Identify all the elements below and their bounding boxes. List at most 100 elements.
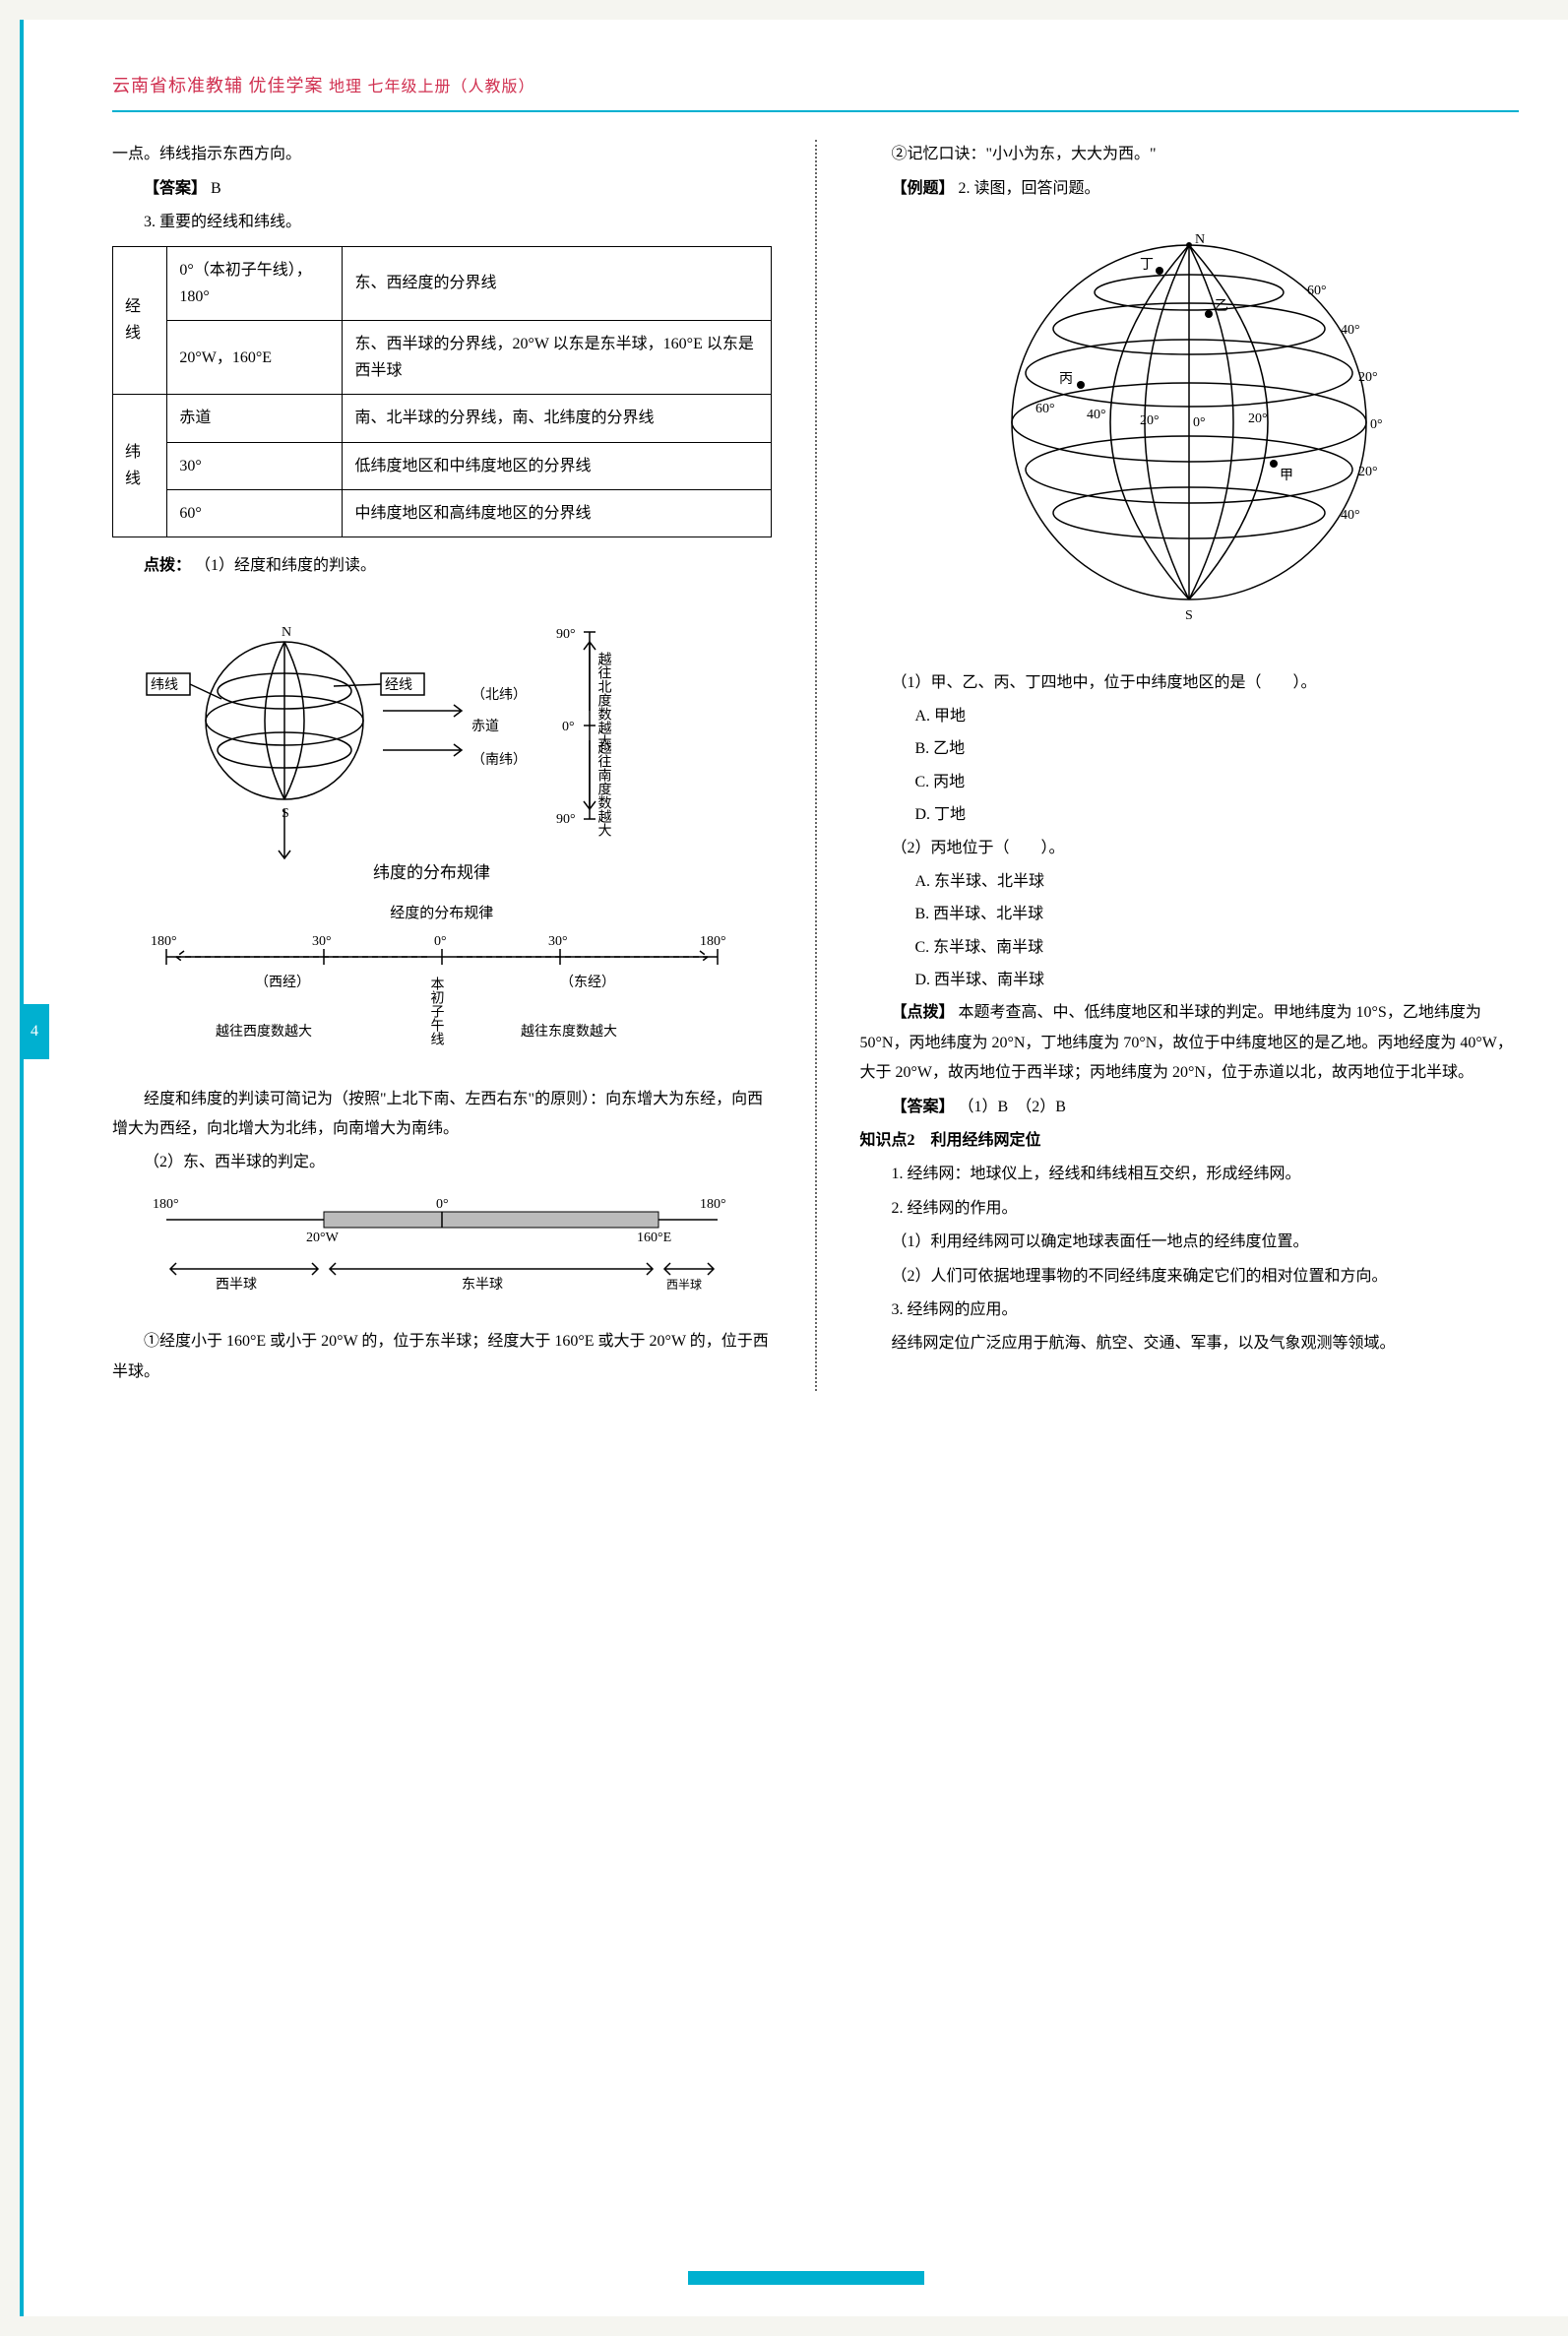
- pt-bing: 丙: [1059, 372, 1073, 387]
- q1-options: A. 甲地 B. 乙地 C. 丙地 D. 丁地: [915, 702, 1520, 831]
- t1: 30°: [312, 934, 332, 949]
- answer-label-r: 【答案】: [892, 1099, 955, 1115]
- lon20e: 20°: [1248, 411, 1268, 426]
- two-columns: 一点。纬线指示东西方向。 【答案】 B 3. 重要的经线和纬线。 经线 0°（本…: [112, 140, 1519, 1391]
- v90b: 90°: [556, 812, 576, 827]
- h-l: 180°: [153, 1197, 179, 1212]
- dianbo-label: 点拨：: [144, 557, 191, 574]
- q1: （1）甲、乙、丙、丁四地中，位于中纬度地区的是（ ）。: [860, 668, 1520, 698]
- lon60: 60°: [1035, 402, 1055, 416]
- wh-lbl: 西半球: [216, 1277, 257, 1293]
- cell: 赤道: [167, 395, 343, 442]
- cell: 60°: [167, 489, 343, 537]
- lat20s: 20°: [1358, 465, 1378, 479]
- h-0: 0°: [436, 1197, 449, 1212]
- h-w20: 20°W: [306, 1231, 340, 1245]
- S-label: S: [282, 806, 289, 821]
- globe-diagram: N S 60° 40° 20° 0° 20° 40° 60° 40° 20° 0…: [860, 216, 1520, 650]
- pt-jia: 甲: [1280, 469, 1293, 483]
- cap2: 纬度的分布规律: [373, 863, 490, 882]
- kp-2-1: （1）利用经纬网可以确定地球表面任一地点的经纬度位置。: [860, 1228, 1520, 1257]
- dianbo-1: （1）经度和纬度的判读。: [195, 557, 376, 574]
- west-rule: 越往西度数越大: [216, 1024, 312, 1040]
- page: 4 云南省标准教辅 优佳学案 地理 七年级上册（人教版） 一点。纬线指示东西方向…: [20, 20, 1568, 2316]
- latlon-svg: N S 纬线 经线 （北纬） 赤道 （南纬）: [127, 593, 757, 888]
- page-header: 云南省标准教辅 优佳学案 地理 七年级上册（人教版）: [112, 69, 1519, 112]
- hemi-svg: 180° 180° 20°W 0° 160°E 西半球 东半球 西半球: [127, 1190, 757, 1298]
- footer-bar: [688, 2271, 924, 2285]
- equator-label: 赤道: [471, 719, 499, 734]
- rule-1: ①经度小于 160°E 或小于 20°W 的，位于东半球；经度大于 160°E …: [112, 1327, 772, 1387]
- kp-3-text: 经纬网定位广泛应用于航海、航空、交通、军事，以及气象观测等领域。: [860, 1329, 1520, 1358]
- q2-D: D. 西半球、南半球: [915, 966, 1520, 995]
- lat40: 40°: [1341, 323, 1360, 338]
- pm-lbl: 本初子午线: [428, 977, 444, 1045]
- cell: 30°: [167, 442, 343, 489]
- lat60: 60°: [1307, 284, 1327, 298]
- pt-yi: 乙: [1215, 298, 1228, 314]
- right-column: ②记忆口诀："小小为东，大大为西。" 【例题】 2. 读图，回答问题。: [860, 140, 1520, 1391]
- intro-line: 一点。纬线指示东西方向。: [112, 140, 772, 169]
- gS: S: [1185, 608, 1193, 623]
- dianbo-2: （2）东、西半球的判定。: [112, 1148, 772, 1177]
- table-row: 经线 0°（本初子午线），180° 东、西经度的分界线: [113, 246, 772, 320]
- lon-axis-svg: 180° 30° 0° 30° 180° （西经） （东经） 本初子午线 越往西…: [127, 927, 757, 1055]
- t2: 0°: [434, 934, 447, 949]
- weixian-label: 纬线: [151, 677, 178, 693]
- kp-2-2: （2）人们可依据地理事物的不同经纬度来确定它们的相对位置和方向。: [860, 1262, 1520, 1292]
- table-row: 20°W，160°E 东、西半球的分界线，20°W 以东是东半球，160°E 以…: [113, 320, 772, 394]
- kp-2: 2. 经纬网的作用。: [860, 1194, 1520, 1224]
- page-tab: 4: [20, 1004, 49, 1059]
- globe-svg: N S 60° 40° 20° 0° 20° 40° 60° 40° 20° 0…: [953, 216, 1425, 639]
- lat20: 20°: [1358, 370, 1378, 385]
- cell-cat-jing: 经线: [113, 246, 167, 395]
- west-lbl: （西经）: [255, 975, 310, 990]
- vt-bot: 越往南度数越大: [596, 740, 611, 837]
- dianbo-text-r: 本题考查高、中、低纬度地区和半球的判定。甲地纬度为 10°S，乙地纬度为 50°…: [860, 1004, 1513, 1081]
- lat40s: 40°: [1341, 508, 1360, 523]
- header-grade: 七年级上册（人教版）: [368, 79, 535, 95]
- q2-A: A. 东半球、北半球: [915, 867, 1520, 897]
- table-row: 60° 中纬度地区和高纬度地区的分界线: [113, 489, 772, 537]
- table-row: 纬线 赤道 南、北半球的分界线，南、北纬度的分界线: [113, 395, 772, 442]
- q1-A: A. 甲地: [915, 702, 1520, 731]
- q1-B: B. 乙地: [915, 734, 1520, 764]
- north-lat: （北纬）: [471, 687, 527, 703]
- cell: 东、西经度的分界线: [343, 246, 771, 320]
- h-r: 180°: [700, 1197, 726, 1212]
- cell-cat-wei: 纬线: [113, 395, 167, 537]
- jingxian-label: 经线: [385, 677, 412, 693]
- kp2-title: 知识点2 利用经纬网定位: [860, 1126, 1520, 1156]
- cell: 东、西半球的分界线，20°W 以东是东半球，160°E 以东是西半球: [343, 320, 771, 394]
- wh2-lbl: 西半球: [666, 1278, 702, 1292]
- cell: 南、北半球的分界线，南、北纬度的分界线: [343, 395, 771, 442]
- table-row: 30° 低纬度地区和中纬度地区的分界线: [113, 442, 772, 489]
- hemisphere-diagram: 180° 180° 20°W 0° 160°E 西半球 东半球 西半球: [112, 1190, 772, 1309]
- south-lat: （南纬）: [471, 752, 527, 768]
- cell: 20°W，160°E: [167, 320, 343, 394]
- q1-C: C. 丙地: [915, 768, 1520, 797]
- q2-B: B. 西半球、北半球: [915, 900, 1520, 929]
- cell: 0°（本初子午线），180°: [167, 246, 343, 320]
- kp-1: 1. 经纬网：地球仪上，经线和纬线相互交织，形成经纬网。: [860, 1160, 1520, 1189]
- lon0: 0°: [1193, 415, 1206, 430]
- q2: （2）丙地位于（ ）。: [860, 834, 1520, 863]
- vt-top: 越往北度数越大: [596, 652, 611, 748]
- q2-options: A. 东半球、北半球 B. 西半球、北半球 C. 东半球、南半球 D. 西半球、…: [915, 867, 1520, 996]
- pt-ding: 丁: [1140, 258, 1154, 273]
- N-label: N: [282, 625, 291, 640]
- column-divider: [815, 140, 817, 1391]
- east-lbl: （东经）: [560, 975, 615, 990]
- rule-2: ②记忆口诀："小小为东，大大为西。": [860, 140, 1520, 169]
- answer-value: B: [211, 180, 221, 197]
- summary-1: 经度和纬度的判读可简记为（按照"上北下南、左西右东"的原则）：向东增大为东经，向…: [112, 1085, 772, 1145]
- eh-lbl: 东半球: [462, 1277, 503, 1293]
- answer-label: 【答案】: [144, 180, 207, 197]
- header-subject: 地理: [329, 79, 362, 95]
- dianbo-label-r: 【点拨】: [892, 1004, 955, 1021]
- east-rule: 越往东度数越大: [521, 1024, 617, 1040]
- gN: N: [1195, 232, 1205, 247]
- meridian-parallel-table: 经线 0°（本初子午线），180° 东、西经度的分界线 20°W，160°E 东…: [112, 246, 772, 537]
- t0: 180°: [151, 934, 177, 949]
- header-prefix: 云南省标准教辅: [112, 76, 243, 95]
